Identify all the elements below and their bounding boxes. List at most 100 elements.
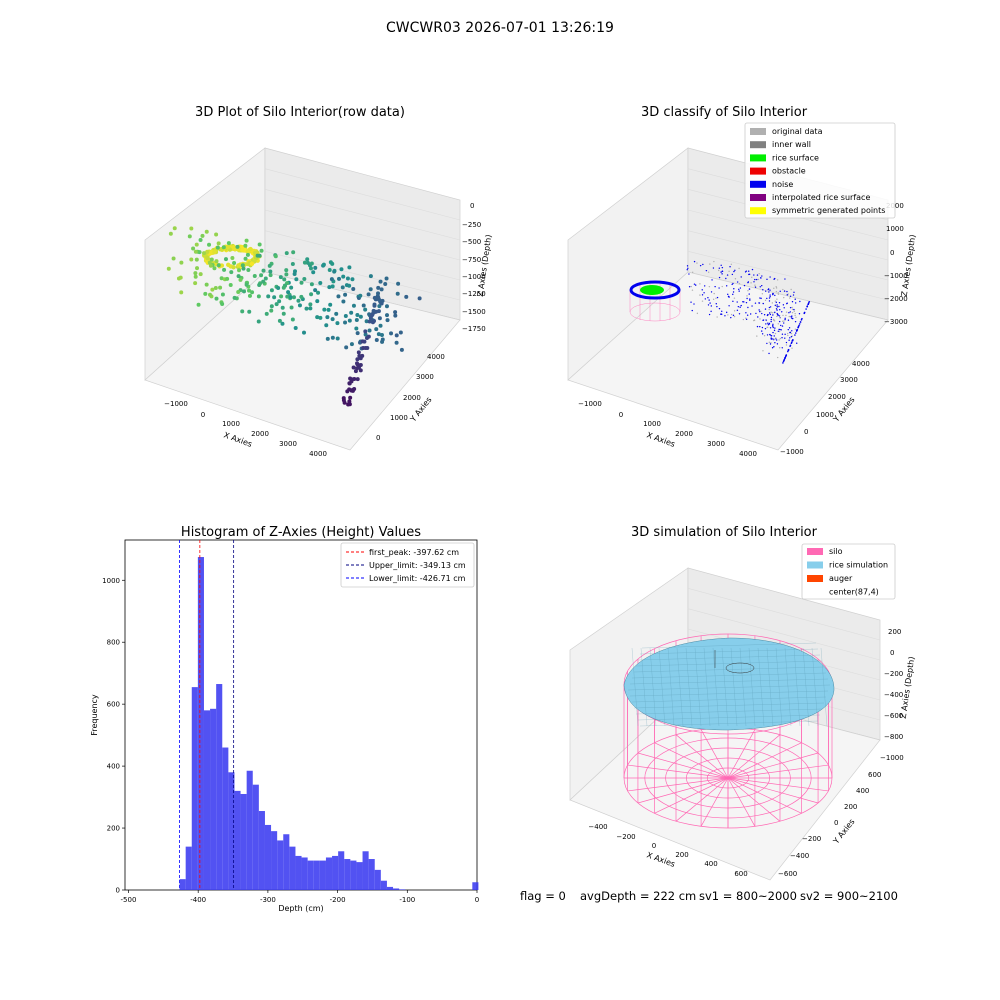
classify-point [760, 310, 762, 313]
raw-point [299, 294, 304, 299]
raw-point [226, 241, 231, 246]
classify-point [703, 285, 706, 287]
classify-point [724, 315, 726, 317]
silo-spoke [700, 729, 729, 779]
simulation-z-tick: 0 [890, 649, 894, 657]
classify-point [768, 323, 771, 325]
legend-swatch [807, 575, 823, 582]
classify-point [716, 296, 719, 299]
classify-point [787, 349, 790, 351]
classify-point [789, 295, 792, 297]
classify-point [767, 288, 770, 290]
raw-point [352, 376, 357, 381]
raw-point [278, 275, 283, 280]
classify-point [712, 267, 715, 269]
classify-point [761, 284, 763, 287]
legend-label: center(87,4) [829, 588, 879, 597]
raw-point [200, 233, 205, 238]
classify-point [779, 317, 781, 319]
classify-point [721, 273, 723, 275]
classify-point [762, 289, 764, 291]
raw-point [328, 260, 333, 265]
classify-point [776, 356, 779, 359]
classify-point [711, 279, 713, 281]
classify-legend: original data inner wall rice surface obsta… [744, 122, 896, 219]
raw-point [376, 295, 381, 300]
classify-point [805, 308, 807, 310]
simulation-rice-mesh [627, 642, 831, 727]
classify-point [749, 298, 751, 300]
histogram-bar [368, 859, 375, 890]
classify-point [770, 342, 772, 344]
raw-point [304, 306, 309, 311]
classify-point [733, 297, 736, 299]
raw-point [196, 302, 201, 307]
classify-point [718, 269, 720, 272]
histogram-bar [472, 882, 479, 890]
raw-point [216, 241, 221, 246]
silo-spoke [727, 777, 819, 804]
raw-point [347, 265, 352, 270]
classify-z-tick: −1000 [884, 272, 908, 280]
classify-point [758, 309, 760, 311]
classify-point [707, 296, 709, 299]
raw-point [246, 267, 251, 272]
classify-point [701, 294, 704, 296]
silo-spoke [727, 777, 781, 822]
classify-point [705, 269, 708, 272]
simulation-x-label: X Axies [645, 850, 676, 869]
raw-point [193, 281, 198, 286]
classify-point [749, 313, 752, 315]
classify-axes-box [567, 147, 889, 451]
classify-point [783, 320, 785, 322]
classify-point [776, 298, 778, 300]
raw-point [212, 250, 217, 255]
classify-point [768, 341, 771, 343]
raw-point [376, 332, 381, 337]
raw-z-tick: −1000 [462, 273, 486, 281]
classify-point [718, 287, 720, 289]
raw-point [272, 295, 277, 300]
legend-swatch [750, 180, 766, 188]
classify-point [760, 330, 763, 332]
classify-point [732, 300, 734, 303]
histogram-bar [301, 857, 308, 890]
classify-point [693, 260, 696, 263]
legend-swatch [807, 561, 823, 569]
raw-point [318, 281, 323, 286]
classify-point [781, 311, 783, 313]
classify-point [782, 288, 784, 291]
raw-point [368, 274, 373, 279]
classify-x-label: X Axies [645, 430, 676, 449]
classify-point [776, 306, 779, 308]
classify-point [788, 339, 790, 341]
classify-point [770, 335, 772, 337]
classify-point [794, 328, 797, 330]
raw-point [203, 291, 208, 296]
histogram-x-tick-label: -400 [190, 896, 206, 904]
raw-point [269, 308, 274, 313]
classify-point [792, 294, 795, 296]
classify-point [759, 318, 761, 320]
raw-point [308, 302, 313, 307]
histogram-bar [203, 710, 211, 890]
raw-point [277, 318, 282, 323]
raw-point [315, 299, 320, 304]
raw-point [193, 271, 198, 276]
simulation-x-tick: 400 [704, 860, 717, 868]
classify-point [686, 265, 689, 267]
raw-point [236, 289, 241, 294]
raw-point [355, 377, 360, 382]
classify-point [781, 320, 784, 322]
classify-point [778, 320, 781, 323]
raw-point [344, 345, 349, 350]
raw-point [302, 277, 307, 282]
rice-mesh-line [667, 647, 675, 727]
classify-point [761, 275, 763, 277]
classify-point [788, 297, 791, 299]
raw-point [171, 256, 176, 261]
raw-point [168, 231, 173, 236]
histogram-plot-area [124, 539, 478, 891]
raw-point [377, 316, 382, 321]
classify-point [790, 332, 793, 335]
